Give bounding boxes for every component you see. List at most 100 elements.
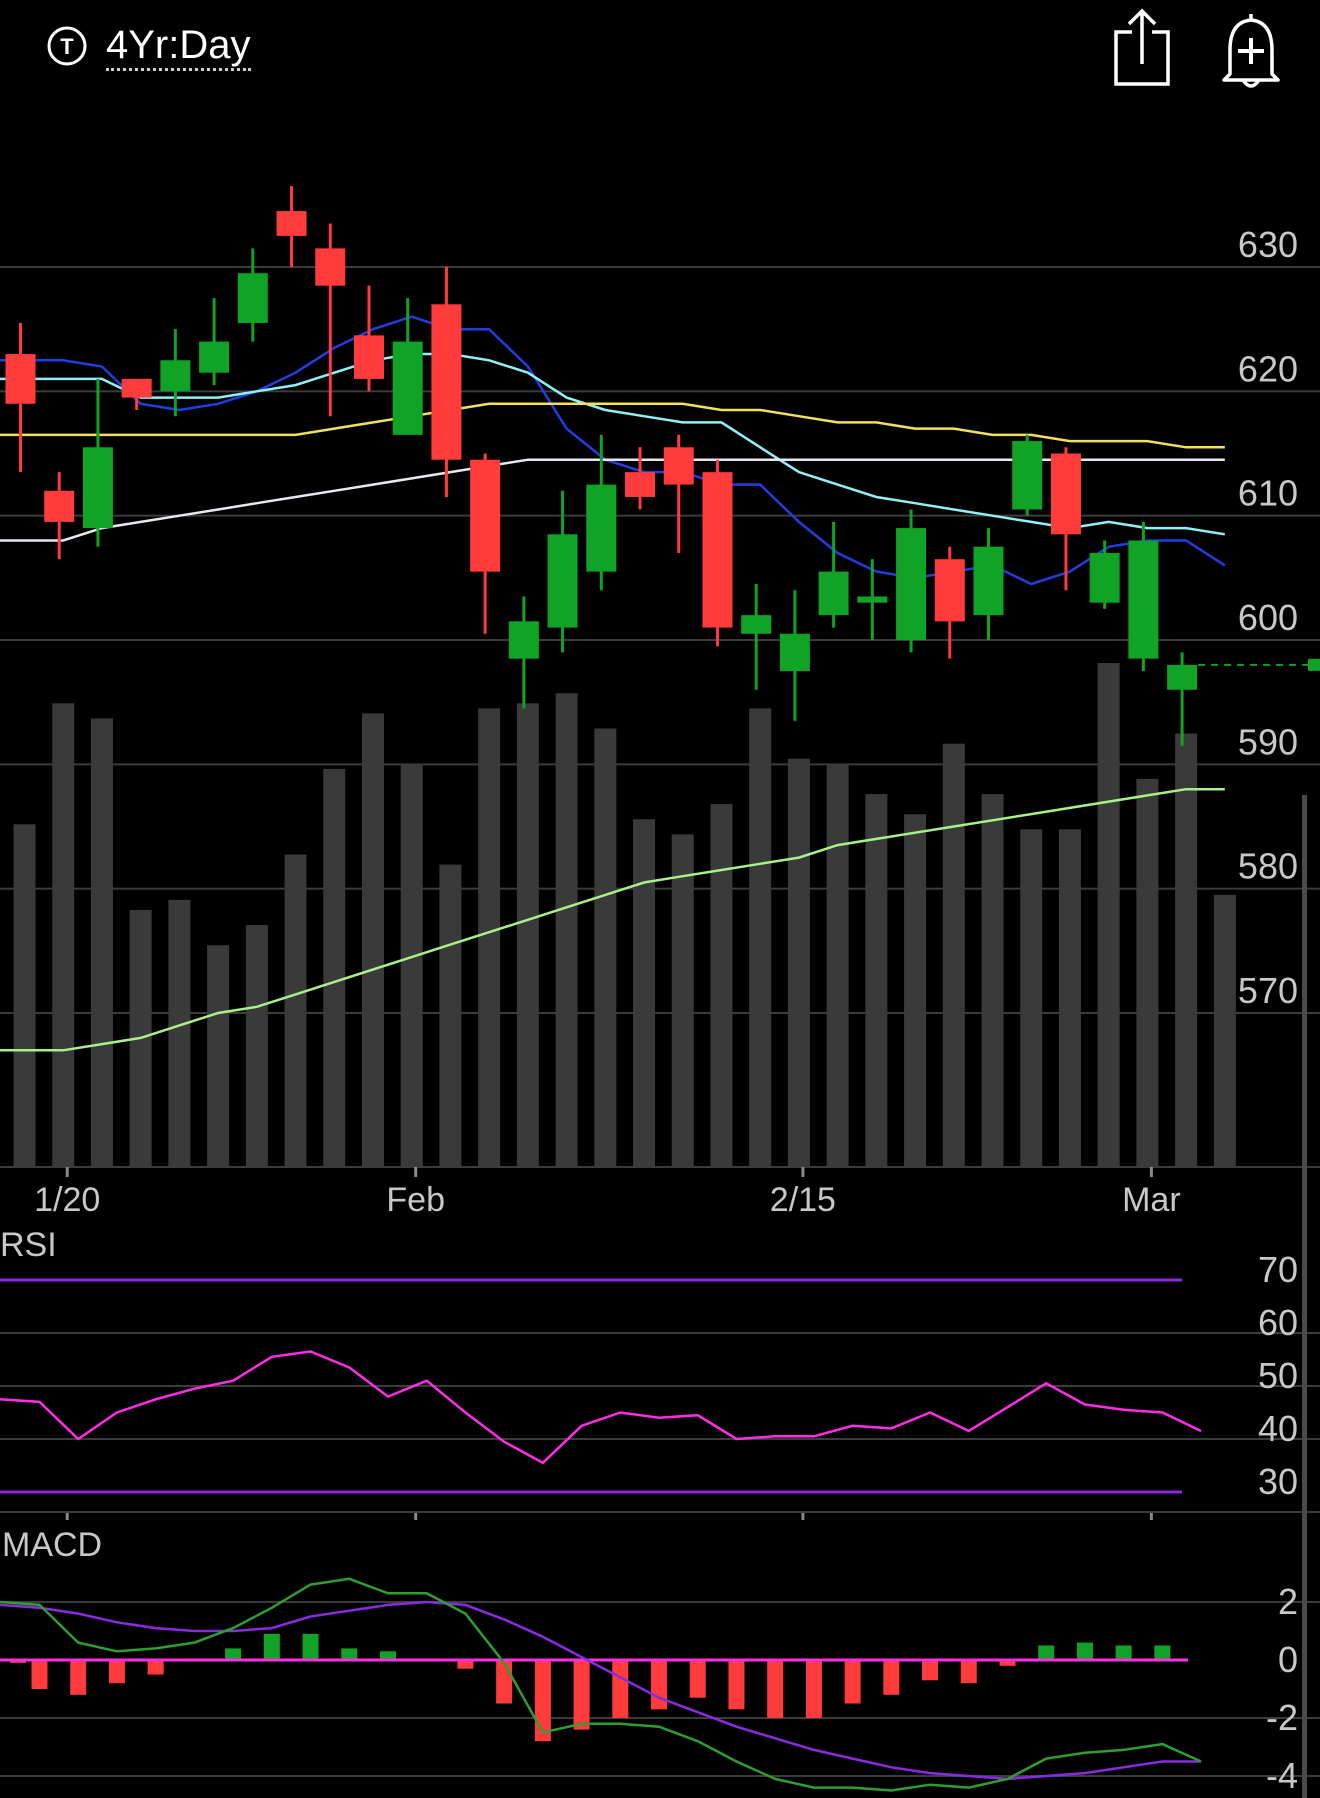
last-price-marker — [1308, 658, 1320, 671]
macd-histogram-bar — [341, 1648, 358, 1660]
macd-histogram-bar — [844, 1660, 861, 1704]
macd-tick-label: -4 — [1266, 1755, 1298, 1796]
candle-body — [5, 354, 36, 404]
volume-bar — [787, 758, 810, 1167]
volume-bar — [168, 899, 191, 1167]
macd-title: MACD — [2, 1526, 102, 1564]
volume-bar — [1020, 829, 1043, 1167]
grid — [0, 266, 1320, 1168]
macd-tick-label: -2 — [1266, 1697, 1298, 1738]
candle-body — [818, 571, 849, 616]
price-tick-label: 630 — [1238, 224, 1298, 265]
candle-body — [741, 615, 772, 634]
rsi-tick-label: 40 — [1258, 1408, 1298, 1449]
candle-body — [1128, 540, 1159, 659]
volume-bar — [1175, 733, 1198, 1167]
candle-body — [1012, 441, 1043, 510]
svg-text:T: T — [60, 34, 74, 59]
macd-histogram-bar — [31, 1660, 48, 1689]
macd-histogram-bar — [147, 1660, 164, 1675]
price-tick-label: 620 — [1238, 348, 1298, 389]
x-tick-label: 1/20 — [34, 1181, 100, 1219]
macd-histogram-bar — [1038, 1645, 1055, 1660]
volume-bar — [633, 819, 656, 1167]
candle-body — [508, 621, 539, 659]
volume-bar — [400, 763, 423, 1167]
volume-bar — [90, 718, 113, 1167]
candle-body — [121, 378, 152, 398]
volume-bar — [1097, 663, 1120, 1167]
moving-average-line — [0, 352, 1225, 536]
macd-histogram-bar — [379, 1651, 396, 1660]
volume-bar — [671, 834, 694, 1167]
macd-histogram-bar — [70, 1660, 87, 1695]
volume-bar — [904, 814, 927, 1167]
volume-bar — [439, 864, 462, 1167]
volume-bar — [826, 763, 849, 1167]
candle-body — [199, 341, 230, 373]
moving-average-line — [0, 402, 1225, 449]
macd-histogram-bar — [689, 1660, 706, 1698]
volume-bar — [361, 713, 384, 1167]
macd-signal-line — [0, 1600, 1202, 1781]
rsi-tick-label: 30 — [1258, 1461, 1298, 1502]
macd-histogram-bar — [999, 1660, 1016, 1666]
macd-histogram-bar — [651, 1660, 668, 1710]
volume-bar — [1213, 894, 1236, 1167]
volume-bar — [942, 743, 965, 1167]
volume-bar — [516, 703, 539, 1167]
candle-body — [315, 248, 346, 286]
candle-body — [1089, 552, 1120, 603]
volume-bar — [1058, 829, 1081, 1167]
volume-bar — [13, 824, 36, 1167]
macd-histogram-bar — [1115, 1645, 1132, 1660]
macd-histogram-bar — [534, 1660, 551, 1742]
volume-bar — [1136, 778, 1159, 1167]
candle-body — [431, 304, 462, 460]
candle-body — [353, 335, 384, 379]
macd-panel: MACD 2 0 -2 -4 — [0, 1526, 1320, 1796]
rsi-title: RSI — [0, 1226, 57, 1264]
macd-histogram-bar — [1154, 1645, 1171, 1660]
macd-histogram-bar — [805, 1660, 822, 1718]
volume-bar — [749, 708, 772, 1167]
candle-body — [160, 360, 191, 392]
moving-average-line — [0, 787, 1225, 1052]
circled-t-icon[interactable]: T — [47, 26, 87, 66]
candle-body — [625, 472, 656, 498]
candle-body — [663, 447, 694, 485]
candle-body — [547, 534, 578, 628]
volume-bar — [52, 703, 75, 1167]
x-tick-label: Mar — [1122, 1181, 1181, 1219]
macd-histogram-bar — [767, 1660, 784, 1718]
volume-bar — [594, 728, 617, 1167]
volume-bar — [710, 804, 733, 1167]
candle-body — [779, 633, 810, 672]
volume-bar — [245, 925, 268, 1167]
macd-histogram-bar — [922, 1660, 939, 1681]
price-tick-label: 610 — [1238, 473, 1298, 514]
candle-body — [586, 484, 617, 572]
price-tick-label: 580 — [1238, 846, 1298, 887]
bell-plus-icon[interactable] — [1216, 8, 1286, 90]
moving-averages — [0, 315, 1226, 1052]
period-selector[interactable]: 4Yr:Day — [106, 22, 251, 71]
candle-body — [1167, 664, 1198, 690]
moving-average-line — [0, 315, 1226, 586]
candle-body — [237, 273, 268, 323]
candle-body — [470, 459, 501, 572]
macd-histogram-bar — [108, 1660, 125, 1684]
rsi-panel: RSI 70 60 50 40 30 — [0, 1226, 1320, 1513]
rsi-tick-label: 50 — [1258, 1355, 1298, 1396]
macd-tick-label: 0 — [1278, 1639, 1298, 1680]
volume-bar — [478, 708, 501, 1167]
volume-bar — [865, 794, 888, 1167]
scrollbar[interactable] — [1302, 795, 1307, 1798]
candle-body — [44, 490, 75, 522]
volume-bar — [207, 945, 230, 1167]
x-tick-label: Feb — [386, 1181, 445, 1219]
candle-body — [702, 472, 733, 628]
macd-histogram-bar — [883, 1660, 900, 1695]
share-icon[interactable] — [1112, 8, 1172, 90]
